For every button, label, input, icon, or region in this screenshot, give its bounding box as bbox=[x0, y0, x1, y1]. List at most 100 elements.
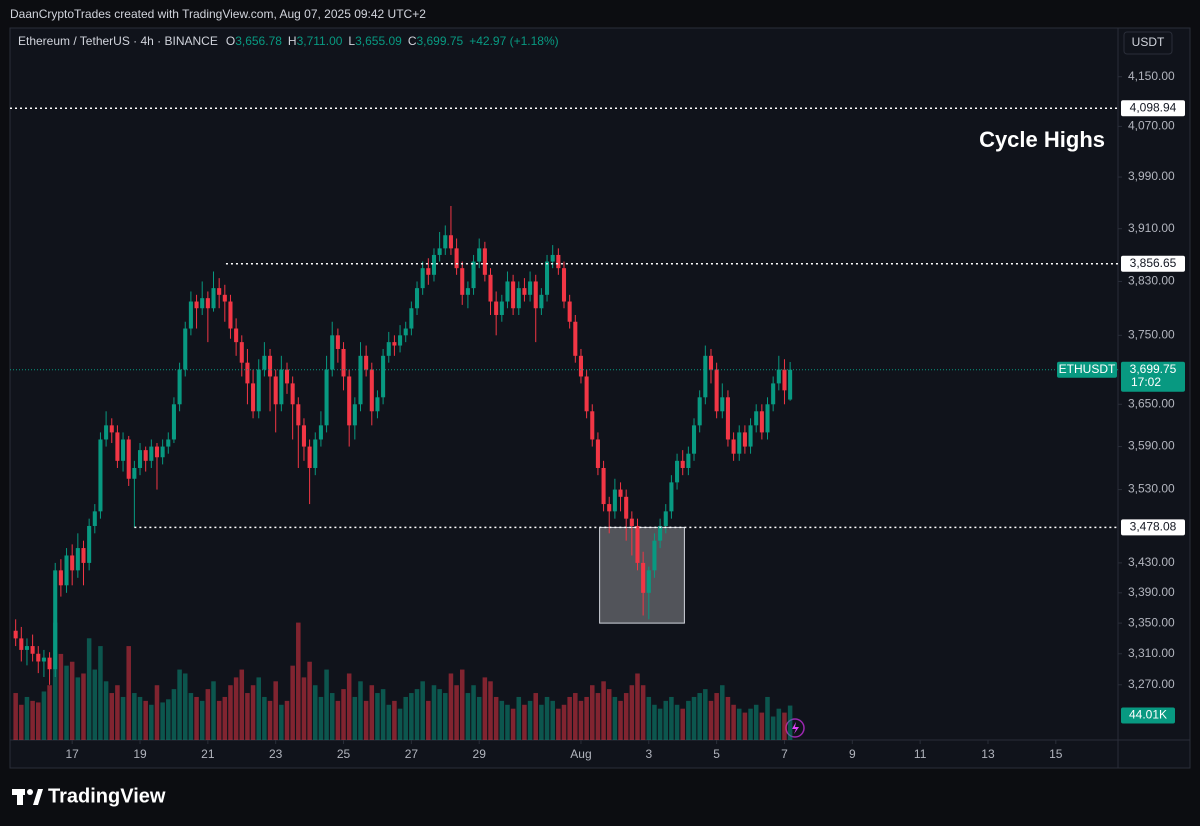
candle-body bbox=[754, 411, 759, 426]
volume-bar bbox=[324, 669, 329, 740]
volume-bar bbox=[363, 700, 369, 740]
candle-body bbox=[448, 235, 453, 249]
volume-bar bbox=[618, 700, 623, 740]
candle-body bbox=[511, 281, 516, 309]
volume-bar bbox=[748, 708, 753, 740]
volume-bar bbox=[601, 681, 606, 740]
candle-body bbox=[75, 548, 80, 571]
volume-bar bbox=[75, 677, 81, 740]
logo bbox=[12, 789, 43, 805]
volume-bar bbox=[493, 696, 499, 740]
candle-body bbox=[121, 439, 126, 461]
volume-bar bbox=[669, 696, 674, 740]
volume-bar bbox=[623, 693, 629, 740]
volume-bar bbox=[703, 689, 708, 740]
candle-body bbox=[420, 268, 425, 289]
volume-bar bbox=[742, 712, 748, 740]
volume-bar bbox=[454, 685, 459, 740]
candle-body bbox=[714, 369, 719, 412]
x-tick-label: Aug bbox=[570, 747, 591, 761]
candle-body bbox=[578, 355, 583, 377]
legend-symbol: Ethereum / TetherUS · 4h · BINANCE bbox=[18, 34, 218, 48]
candle-body bbox=[556, 254, 561, 269]
candle-body bbox=[53, 570, 58, 670]
volume-bar bbox=[397, 708, 403, 740]
volume-bar bbox=[262, 696, 267, 740]
volume-bar bbox=[663, 700, 669, 740]
candle-body bbox=[765, 404, 770, 433]
volume-bar bbox=[256, 677, 261, 740]
currency-button[interactable] bbox=[1123, 31, 1173, 55]
candle-body bbox=[646, 570, 651, 593]
candle-body bbox=[194, 301, 199, 309]
annotation: Cycle Highs bbox=[979, 127, 1105, 152]
volume-bar bbox=[567, 696, 572, 740]
candle-body bbox=[697, 397, 702, 426]
candle-body bbox=[641, 562, 646, 593]
y-tick-label: 4,150.00 bbox=[1128, 69, 1175, 83]
volume-bar bbox=[488, 681, 493, 740]
volume-bar bbox=[437, 689, 442, 740]
y-tick-label: 4,070.00 bbox=[1128, 119, 1175, 133]
candle-body bbox=[301, 425, 306, 447]
candle-body bbox=[742, 432, 747, 447]
volume-bar bbox=[770, 716, 776, 740]
candle-body bbox=[234, 328, 239, 343]
volume-bar bbox=[352, 696, 358, 740]
x-tick-label: 25 bbox=[337, 747, 351, 761]
volume-bar bbox=[166, 699, 171, 740]
candle-body bbox=[200, 298, 205, 309]
volume-bar bbox=[143, 700, 148, 740]
x-tick-label: 15 bbox=[1049, 747, 1063, 761]
candle-body bbox=[19, 638, 24, 650]
volume-bar bbox=[199, 700, 205, 740]
volume-bar bbox=[160, 702, 165, 740]
x-tick-label: 21 bbox=[201, 747, 215, 761]
volume-bar bbox=[431, 685, 437, 740]
volume-bar bbox=[787, 705, 793, 740]
volume-bar bbox=[329, 693, 335, 740]
volume-bar bbox=[533, 693, 538, 740]
candle-body bbox=[70, 555, 75, 571]
y-tick-label: 3,830.00 bbox=[1128, 274, 1175, 288]
legend-field-value: 3,656.78 bbox=[235, 34, 282, 48]
currency-label[interactable]: USDT bbox=[1132, 35, 1165, 49]
candle-body bbox=[533, 281, 538, 309]
x-tick-label: 7 bbox=[781, 747, 788, 761]
volume-bar bbox=[443, 693, 448, 740]
volume-bar bbox=[759, 712, 765, 740]
volume-bar bbox=[290, 665, 295, 740]
candle-body bbox=[539, 294, 544, 309]
alert-bolt[interactable] bbox=[792, 722, 799, 734]
volume-bar bbox=[584, 696, 589, 740]
volume-bar bbox=[505, 704, 510, 740]
volume-bar bbox=[640, 685, 646, 740]
candle-body bbox=[335, 335, 340, 349]
volume-bar bbox=[36, 702, 41, 740]
candle-body bbox=[776, 369, 781, 384]
candle-body bbox=[635, 525, 640, 563]
volume-bar bbox=[776, 708, 782, 740]
candle-body bbox=[595, 439, 600, 468]
candle-body bbox=[24, 646, 29, 650]
volume-bar bbox=[691, 696, 697, 740]
volume-bar bbox=[612, 696, 618, 740]
symbol-label: ETHUSDT bbox=[1059, 362, 1116, 376]
x-tick-label: 9 bbox=[849, 747, 856, 761]
logo-shape bbox=[33, 789, 43, 805]
candle-body bbox=[759, 411, 764, 433]
candle-body bbox=[149, 446, 154, 461]
volume-bar bbox=[578, 700, 584, 740]
volume-bar bbox=[335, 700, 341, 740]
volume-bar bbox=[30, 700, 35, 740]
candle-body bbox=[618, 489, 623, 497]
candle-body bbox=[392, 342, 397, 346]
volume-bar bbox=[606, 689, 612, 740]
y-tick-label: 3,750.00 bbox=[1128, 327, 1175, 341]
volume-bar bbox=[556, 708, 561, 740]
y-tick-label: 3,650.00 bbox=[1128, 396, 1175, 410]
candle-body bbox=[324, 369, 329, 426]
candle-body bbox=[573, 321, 578, 356]
volume-bar bbox=[499, 700, 505, 740]
y-tick-label: 3,310.00 bbox=[1128, 646, 1175, 660]
